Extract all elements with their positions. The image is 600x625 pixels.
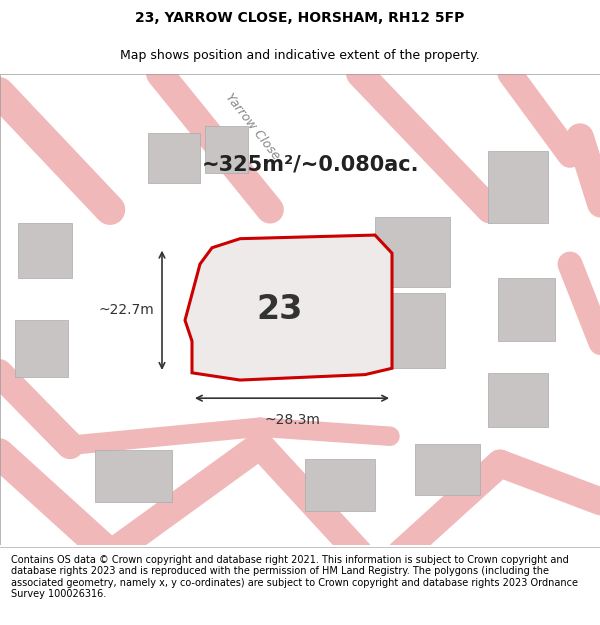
Polygon shape [185,235,392,380]
Text: Map shows position and indicative extent of the property.: Map shows position and indicative extent… [120,49,480,62]
Polygon shape [415,444,480,495]
Polygon shape [18,223,72,278]
Polygon shape [205,126,248,173]
Polygon shape [95,450,172,501]
Text: ~22.7m: ~22.7m [98,303,154,318]
Polygon shape [148,132,200,182]
Polygon shape [15,320,68,378]
Polygon shape [375,293,445,368]
Polygon shape [305,459,375,511]
Text: ~325m²/~0.080ac.: ~325m²/~0.080ac. [201,154,419,174]
Text: Yarrow Close: Yarrow Close [222,91,282,162]
Text: ~28.3m: ~28.3m [264,412,320,427]
Text: 23, YARROW CLOSE, HORSHAM, RH12 5FP: 23, YARROW CLOSE, HORSHAM, RH12 5FP [136,11,464,26]
Polygon shape [488,372,548,428]
Polygon shape [375,217,450,287]
Polygon shape [498,278,555,341]
Text: 23: 23 [257,293,303,326]
Text: Contains OS data © Crown copyright and database right 2021. This information is : Contains OS data © Crown copyright and d… [11,554,578,599]
Polygon shape [488,151,548,223]
